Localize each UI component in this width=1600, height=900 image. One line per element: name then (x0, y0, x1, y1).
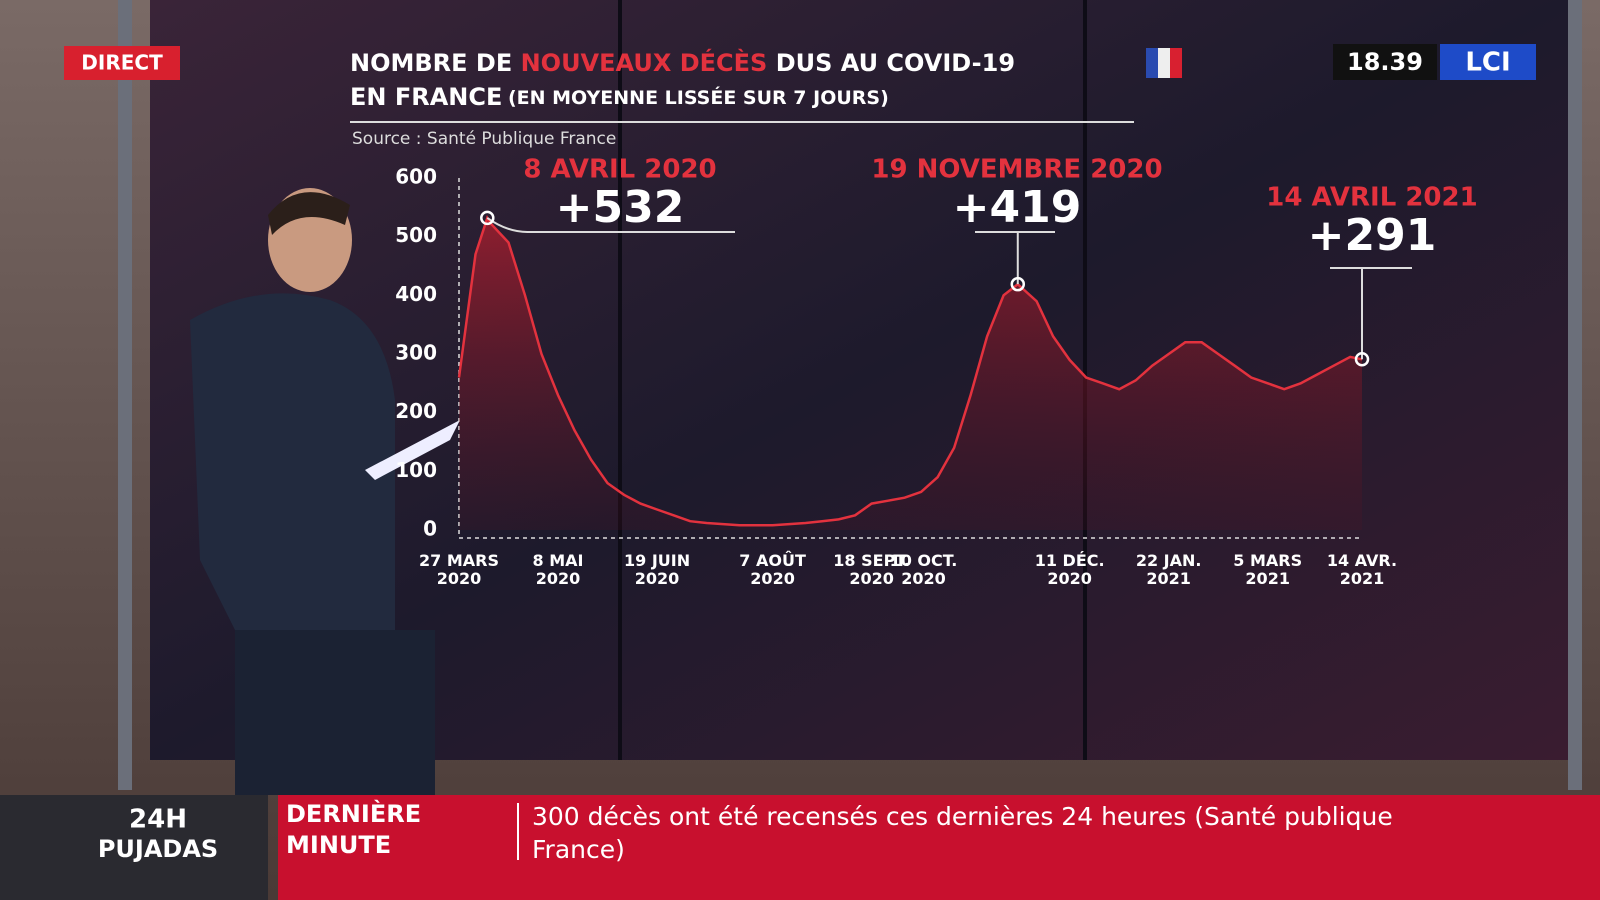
ticker-message: 300 décès ont été recensés ces dernières… (532, 802, 1393, 864)
area (459, 217, 1362, 530)
peak-point (1354, 352, 1370, 367)
x-tick-line: 2020 (849, 569, 894, 588)
x-tick-label: 7 AOÛT 2020 (739, 551, 806, 588)
x-tick-label: 11 DÉC. 2020 (1035, 551, 1105, 588)
show-name: 24H (129, 805, 187, 835)
clock: 18.39 (1347, 48, 1423, 76)
x-tick-label: 10 OCT. 2020 (890, 551, 958, 588)
title-part: DUS AU COVID-19 (776, 49, 1015, 77)
pillar (118, 0, 132, 790)
y-tick-label: 600 (395, 165, 437, 189)
source: Source : Santé Publique France (352, 129, 616, 149)
x-tick-line: 19 JUIN (624, 551, 690, 570)
subtitle-part: (EN MOYENNE LISSÉE SUR 7 JOURS) (508, 86, 889, 109)
x-tick-line: 2021 (1245, 569, 1290, 588)
annotation-date: 19 NOVEMBRE 2020 (871, 155, 1162, 185)
x-tick-line: 2020 (635, 569, 680, 588)
x-tick-line: 2021 (1340, 569, 1385, 588)
x-tick-line: 7 AOÛT (739, 551, 806, 570)
x-tick-line: 2020 (437, 569, 482, 588)
ticker-band (278, 795, 1600, 900)
y-tick-label: 0 (423, 517, 437, 541)
title-part: NOUVEAUX DÉCÈS (521, 48, 768, 77)
x-tick-line: 10 OCT. (890, 551, 958, 570)
y-tick-label: 100 (395, 458, 437, 482)
annotation-value: +291 (1308, 210, 1437, 261)
x-tick-line: 27 MARS (419, 551, 499, 570)
subtitle-part: EN FRANCE (350, 83, 502, 111)
annotation-date: 14 AVRIL 2021 (1266, 183, 1477, 213)
chart-subtitle: EN FRANCE (EN MOYENNE LISSÉE SUR 7 JOURS… (350, 83, 889, 111)
presenter (190, 188, 460, 795)
pillar (1568, 0, 1582, 790)
x-tick-label: 27 MARS 2020 (419, 551, 499, 588)
x-tick-line: 14 AVR. (1327, 551, 1397, 570)
live-badge (64, 46, 180, 80)
chart-title: NOMBRE DE NOUVEAUX DÉCÈS DUS AU COVID-19 (350, 48, 1015, 77)
annotation-value: +532 (556, 182, 685, 233)
x-tick-line: 11 DÉC. (1035, 551, 1105, 570)
x-tick-label: 14 AVR. 2021 (1327, 551, 1397, 588)
annotation-date: 8 AVRIL 2020 (523, 155, 716, 185)
x-tick-line: 5 MARS (1233, 551, 1302, 570)
flag (1146, 48, 1182, 78)
live-text: DIRECT (81, 51, 163, 75)
peak-point (480, 210, 495, 226)
ticker-flag: DERNIÈRE (286, 799, 421, 828)
x-tick-label: 22 JAN. 2021 (1136, 551, 1202, 588)
annotation-value: +419 (953, 182, 1082, 233)
x-tick-label: 18 SEPT. 2020 (833, 551, 910, 588)
x-tick-line: 8 MAI (533, 551, 584, 570)
y-tick-label: 500 (395, 223, 437, 247)
show-box (0, 795, 268, 900)
show-name: PUJADAS (98, 835, 218, 863)
y-tick-label: 400 (395, 282, 437, 306)
x-tick-line: 18 SEPT. (833, 551, 910, 570)
y-tick-label: 200 (395, 399, 437, 423)
clock-box (1333, 44, 1437, 80)
x-tick-line: 2020 (750, 569, 795, 588)
x-tick-line: 2020 (536, 569, 581, 588)
ticker-flag: MINUTE (286, 831, 391, 859)
x-tick-label: 5 MARS 2021 (1233, 551, 1302, 588)
line (457, 215, 1363, 527)
x-tick-line: 2020 (901, 569, 946, 588)
logo-box (1440, 44, 1536, 80)
title-part: NOMBRE DE (350, 49, 512, 77)
peak-point (1010, 276, 1026, 292)
x-tick-label: 19 JUIN 2020 (624, 551, 690, 588)
y-tick-label: 300 (395, 341, 437, 365)
logo: LCI (1465, 48, 1510, 78)
x-tick-line: 22 JAN. (1136, 551, 1202, 570)
x-tick-line: 2021 (1146, 569, 1191, 588)
x-tick-line: 2020 (1047, 569, 1092, 588)
x-tick-label: 8 MAI 2020 (533, 551, 584, 588)
